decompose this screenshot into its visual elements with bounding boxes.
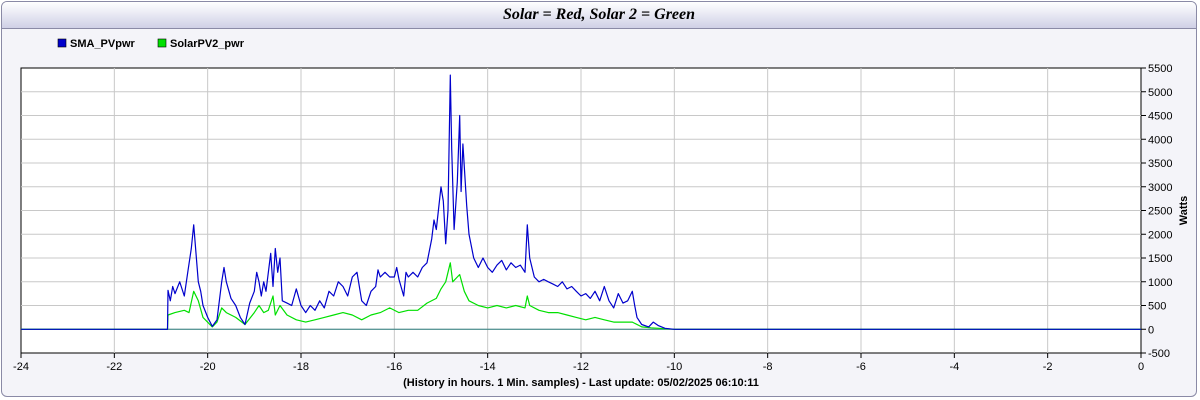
y-tick-label: 2500 [1148, 206, 1172, 218]
x-tick-label: 0 [1138, 361, 1144, 373]
legend-label: SolarPV2_pwr [170, 38, 245, 50]
y-tick-label: 3500 [1148, 158, 1172, 170]
x-tick-label: -18 [293, 361, 309, 373]
y-tick-label: 1500 [1148, 253, 1172, 265]
x-tick-label: -2 [1043, 361, 1053, 373]
y-tick-label: 5000 [1148, 87, 1172, 99]
chart-title: Solar = Red, Solar 2 = Green [2, 2, 1196, 29]
x-tick-label: -24 [13, 361, 29, 373]
x-tick-label: -10 [666, 361, 682, 373]
y-tick-label: 4000 [1148, 134, 1172, 146]
x-tick-label: -22 [106, 361, 122, 373]
y-axis-title: Watts [1178, 196, 1190, 226]
x-tick-label: -6 [856, 361, 866, 373]
x-tick-label: -12 [573, 361, 589, 373]
x-tick-label: -20 [200, 361, 216, 373]
series-line-sma-pvpwr [21, 74, 1141, 330]
x-tick-label: -16 [386, 361, 402, 373]
x-tick-label: -14 [480, 361, 496, 373]
x-tick-label: -4 [949, 361, 959, 373]
y-tick-label: 500 [1148, 301, 1166, 313]
y-tick-label: 3000 [1148, 182, 1172, 194]
x-axis-title: (History in hours. 1 Min. samples) - Las… [403, 377, 759, 389]
x-tick-label: -8 [763, 361, 773, 373]
legend-swatch [157, 38, 167, 48]
y-tick-label: 0 [1148, 324, 1154, 336]
y-tick-label: 1000 [1148, 277, 1172, 289]
y-tick-label: 5500 [1148, 63, 1172, 75]
series-line-solarpv2-pwr [21, 262, 1141, 330]
y-tick-label: -500 [1148, 348, 1170, 360]
y-tick-label: 4500 [1148, 111, 1172, 123]
legend-label: SMA_PVpwr [70, 38, 136, 50]
legend-swatch [57, 38, 67, 48]
y-tick-label: 2000 [1148, 229, 1172, 241]
